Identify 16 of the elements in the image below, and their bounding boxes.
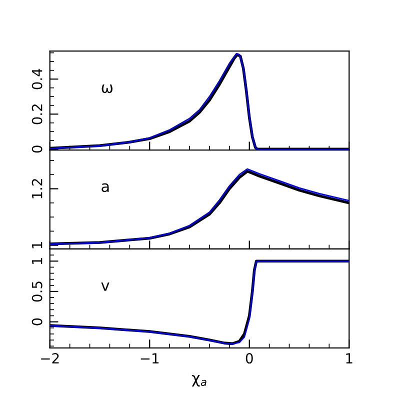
x-tick-label: 0 xyxy=(246,353,253,364)
y-tick-label: 0 xyxy=(32,318,42,326)
x-tick-label: −1 xyxy=(140,353,159,364)
y-tick-label: 0.2 xyxy=(32,104,42,124)
y-tick-label: 0.5 xyxy=(32,282,42,302)
x-tick-label: 1 xyxy=(346,353,352,364)
annotation: a xyxy=(102,183,109,192)
y-tick-label: 1 xyxy=(32,242,42,248)
y-tick-label: 0 xyxy=(32,146,42,153)
annotation: ω xyxy=(102,84,112,94)
x-tick-label: −2 xyxy=(41,353,59,364)
y-tick-label: 1.2 xyxy=(32,179,42,198)
y-tick-label: 1 xyxy=(32,258,42,264)
x-axis-title: χ$_{a}$ xyxy=(192,374,206,387)
y-tick-label: 0.4 xyxy=(32,68,42,90)
annotation: v xyxy=(101,282,110,291)
